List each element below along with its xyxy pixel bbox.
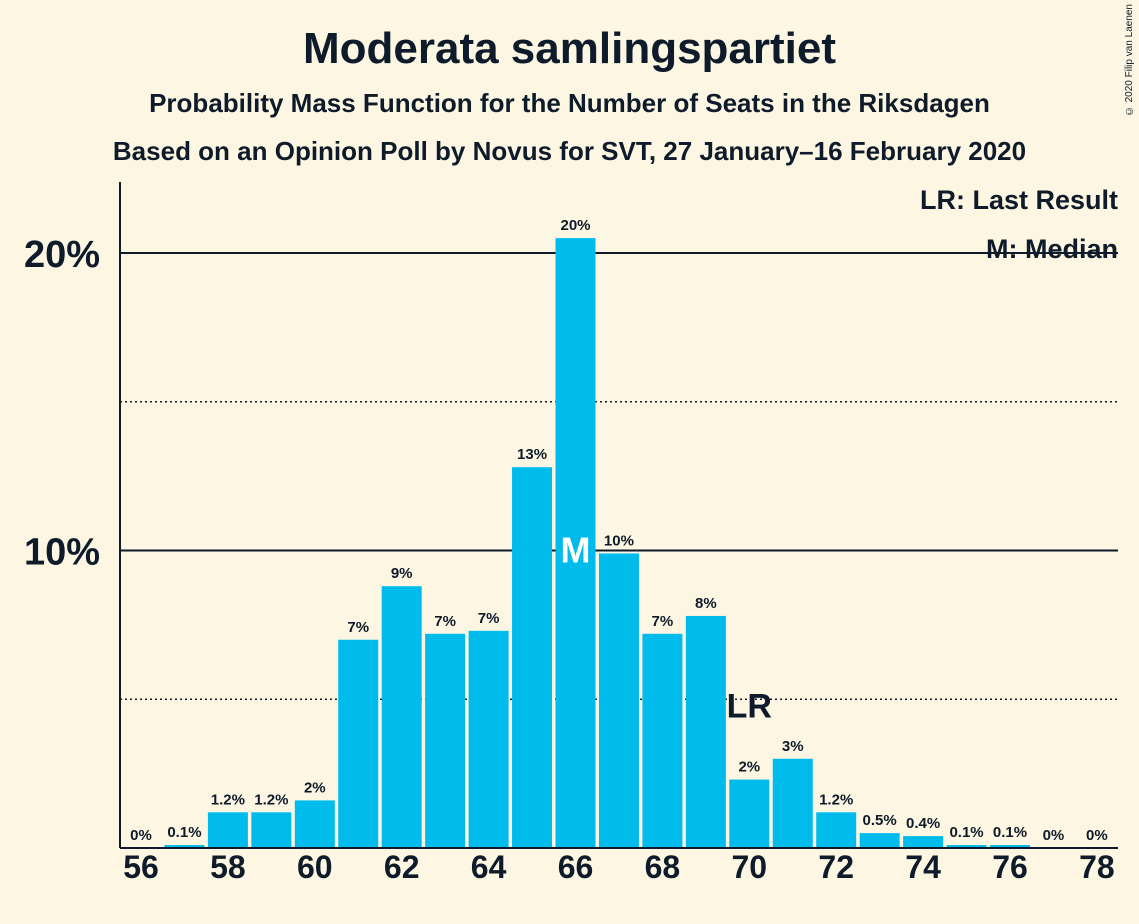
data-label: 20%: [560, 217, 590, 234]
x-tick-label: 60: [297, 849, 333, 885]
x-tick-label: 70: [732, 849, 768, 885]
bar-seat-76: [990, 845, 1030, 848]
bar-seat-67: [598, 553, 639, 848]
x-tick-label: 68: [645, 849, 681, 885]
x-tick-label: 62: [384, 849, 420, 885]
data-label: 9%: [391, 565, 413, 582]
y-tick-label: 10%: [24, 532, 100, 574]
data-label: 1.2%: [254, 791, 288, 808]
data-label: 0%: [1086, 827, 1108, 844]
data-label: 13%: [517, 446, 547, 463]
data-label: 0.1%: [167, 824, 201, 841]
y-tick-label: 20%: [24, 234, 100, 276]
data-label: 0.4%: [906, 815, 940, 832]
bar-seat-64: [468, 630, 509, 848]
bar-seat-65: [512, 467, 553, 848]
data-label: 0.1%: [949, 824, 983, 841]
x-tick-label: 66: [558, 849, 594, 885]
data-label: 7%: [478, 610, 500, 627]
bar-seat-62: [381, 586, 422, 848]
chart-subtitle: Probability Mass Function for the Number…: [149, 88, 990, 118]
bar-seat-75: [946, 845, 987, 848]
data-label: 8%: [695, 595, 717, 612]
x-tick-label: 64: [471, 849, 507, 885]
bar-seat-66: [555, 238, 596, 848]
data-label: 1.2%: [211, 791, 245, 808]
x-tick-label: 72: [818, 849, 854, 885]
data-label: 1.2%: [819, 791, 853, 808]
data-label: 0%: [1043, 827, 1065, 844]
data-label: 7%: [434, 613, 456, 630]
bar-seat-72: [816, 812, 857, 848]
data-label: 0.5%: [863, 812, 897, 829]
x-tick-label: 56: [123, 849, 159, 885]
data-label: 10%: [604, 532, 634, 549]
bar-seat-71: [772, 758, 813, 848]
bar-seat-58: [207, 812, 248, 848]
median-marker: M: [561, 530, 591, 571]
x-tick-label: 76: [992, 849, 1028, 885]
legend-median: M: Median: [986, 234, 1118, 264]
bar-seat-70: [729, 779, 770, 848]
last-result-marker: LR: [727, 687, 772, 725]
bar-seat-60: [294, 800, 335, 848]
bar-seat-61: [338, 639, 379, 848]
data-label: 3%: [782, 738, 804, 755]
data-label: 7%: [652, 613, 674, 630]
bar-seat-73: [859, 833, 900, 848]
data-label: 7%: [347, 619, 369, 636]
data-label: 0.1%: [993, 824, 1027, 841]
bar-seat-74: [903, 836, 944, 848]
data-label: 2%: [738, 759, 760, 776]
data-label: 0%: [130, 827, 152, 844]
data-label: 2%: [304, 779, 326, 796]
bar-seat-59: [251, 812, 292, 848]
bar-seat-69: [685, 615, 726, 848]
chart-subtitle-source: Based on an Opinion Poll by Novus for SV…: [112, 136, 1027, 166]
bar-seat-63: [425, 633, 466, 848]
x-tick-label: 74: [905, 849, 941, 885]
bar-seat-68: [642, 633, 683, 848]
x-tick-label: 58: [210, 849, 246, 885]
legend-last-result: LR: Last Result: [920, 185, 1118, 215]
bar-seat-57: [164, 845, 205, 848]
chart-title: Moderata samlingspartiet: [302, 24, 837, 73]
x-tick-label: 78: [1079, 849, 1115, 885]
